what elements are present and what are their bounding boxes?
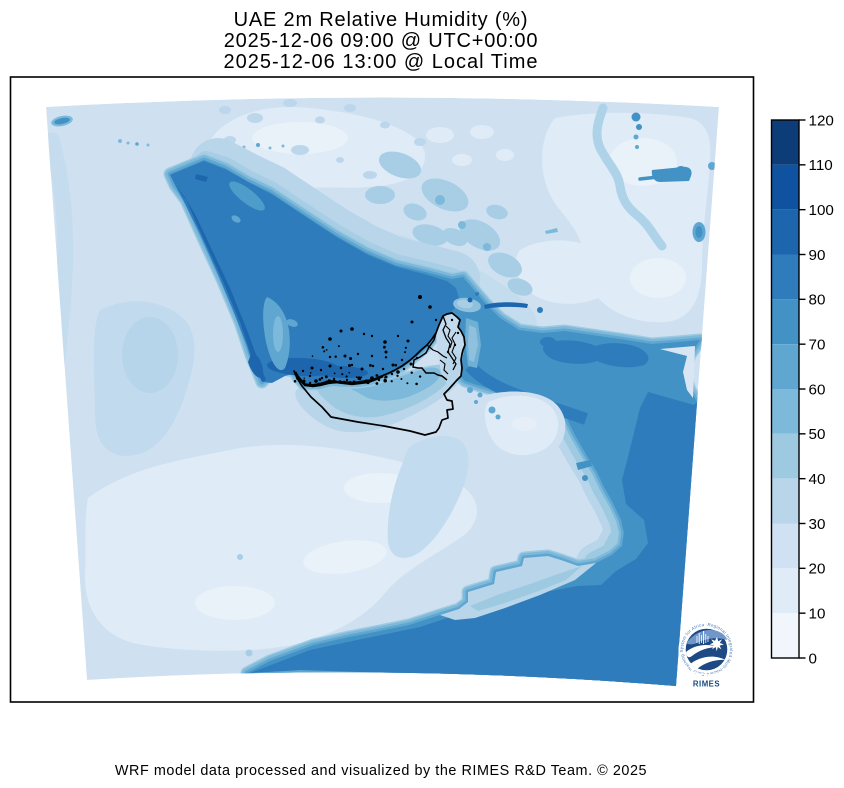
svg-text:70: 70 [809, 337, 826, 354]
svg-text:2025-12-06 13:00 @ Local Time: 2025-12-06 13:00 @ Local Time [223, 51, 538, 73]
svg-text:WRF model data processed and v: WRF model data processed and visualized … [115, 763, 647, 779]
svg-text:RIMES: RIMES [693, 680, 720, 689]
svg-text:30: 30 [809, 516, 826, 533]
svg-text:110: 110 [809, 157, 833, 174]
svg-text:60: 60 [809, 381, 826, 398]
svg-text:40: 40 [809, 471, 826, 488]
svg-text:120: 120 [809, 112, 834, 129]
svg-text:UAE 2m Relative Humidity (%): UAE 2m Relative Humidity (%) [234, 9, 529, 31]
svg-text:100: 100 [809, 202, 834, 219]
svg-text:0: 0 [809, 650, 817, 667]
svg-text:50: 50 [809, 426, 826, 443]
svg-text:80: 80 [809, 292, 826, 309]
svg-text:2025-12-06 09:00 @ UTC+00:00: 2025-12-06 09:00 @ UTC+00:00 [224, 30, 539, 52]
svg-text:10: 10 [809, 606, 826, 623]
svg-text:90: 90 [809, 247, 826, 264]
svg-text:20: 20 [809, 561, 826, 578]
